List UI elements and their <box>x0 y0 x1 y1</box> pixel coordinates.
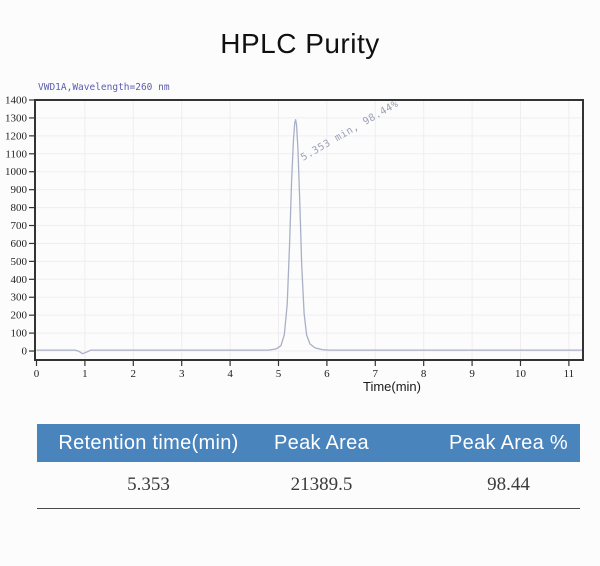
y-tick-label: 0 <box>22 346 28 358</box>
column-header-retention-time: Retention time(min) <box>58 432 239 454</box>
y-tick-label: 800 <box>11 202 28 214</box>
x-tick-label: 6 <box>324 368 330 380</box>
x-tick-label: 5 <box>276 368 282 380</box>
y-tick-label: 1300 <box>5 112 28 124</box>
y-tick-label: 400 <box>11 274 28 286</box>
y-tick-label: 100 <box>11 328 28 340</box>
signal-trace <box>36 119 584 355</box>
x-tick-label: 4 <box>227 368 233 380</box>
table-row: 5.353 21389.5 98.44 <box>37 462 580 509</box>
x-tick-label: 0 <box>34 368 40 380</box>
y-tick-label: 1100 <box>5 148 27 160</box>
x-tick-label: 1 <box>82 368 88 380</box>
chromatogram-plot: 0 1 2 3 4 5 6 7 8 9 10 11 0 100 200 300 400 500 600 700 800 9… <box>5 95 584 394</box>
x-tick-label: 8 <box>421 368 427 380</box>
x-tick-label: 3 <box>179 368 185 380</box>
chart-signal-label: VWD1A,Wavelength=260 nm <box>38 82 170 93</box>
x-tick-label: 7 <box>373 368 379 380</box>
column-header-peak-area: Peak Area <box>274 432 369 454</box>
page-title: HPLC Purity <box>220 28 380 59</box>
x-tick-label: 11 <box>564 368 575 380</box>
y-tick-label: 1400 <box>5 95 28 107</box>
x-tick-label: 2 <box>131 368 137 380</box>
retention-time-value: 5.353 <box>127 474 170 495</box>
y-tick-label: 600 <box>11 238 28 250</box>
x-axis-title: Time(min) <box>363 379 421 394</box>
y-tick-label: 1200 <box>5 130 28 142</box>
y-tick-label: 200 <box>11 310 28 322</box>
peak-area-value: 21389.5 <box>290 474 353 495</box>
y-tick-label: 900 <box>11 184 28 196</box>
column-header-peak-area-percent: Peak Area % <box>449 432 568 454</box>
y-tick-label: 700 <box>11 220 28 232</box>
peak-area-percent-value: 98.44 <box>487 474 530 495</box>
y-tick-label: 1000 <box>5 166 28 178</box>
y-tick-label: 500 <box>11 256 28 268</box>
results-table: Retention time(min) Peak Area Peak Area … <box>37 424 580 509</box>
x-tick-label: 10 <box>515 368 527 380</box>
y-tick-label: 300 <box>11 292 28 304</box>
plot-frame <box>34 99 584 361</box>
table-header-row: Retention time(min) Peak Area Peak Area … <box>37 424 580 462</box>
x-tick-label: 9 <box>469 368 475 380</box>
